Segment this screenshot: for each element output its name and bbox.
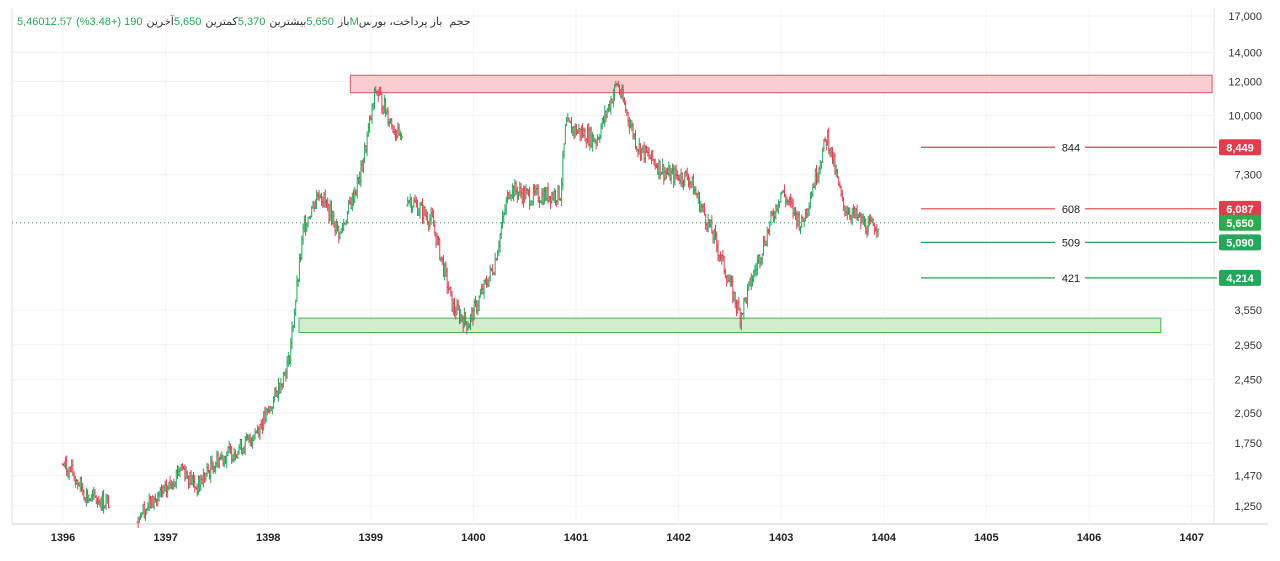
legend-value: 5,650 — [173, 16, 202, 28]
legend-value: 12.57M — [44, 16, 359, 28]
legend-label: حجم — [449, 16, 471, 28]
level-label: 509 — [1062, 237, 1080, 249]
support-zone — [298, 317, 1162, 333]
price-tag-label: 8,449 — [1226, 142, 1254, 154]
legend-bar: 5,460 باز5,650بیشترین5,370کمترین5,650آخری… — [17, 15, 471, 28]
x-tick-label: 1403 — [769, 532, 793, 544]
x-tick-label: 1404 — [872, 532, 897, 544]
last-price-tag — [1219, 214, 1261, 231]
last-price-tag-label: 5,650 — [1226, 218, 1254, 230]
x-tick-label: 1405 — [974, 532, 998, 544]
x-tick-label: 1396 — [51, 532, 75, 544]
y-tick-label: 1,750 — [1234, 438, 1262, 450]
y-tick-label: 2,450 — [1234, 375, 1262, 387]
level-label: 844 — [1062, 142, 1080, 154]
y-tick-label: 1,470 — [1234, 471, 1262, 483]
x-tick-label: 1398 — [256, 532, 280, 544]
x-tick-label: 1401 — [564, 532, 588, 544]
y-tick-label: 12,000 — [1228, 76, 1262, 88]
x-tick-label: 1402 — [666, 532, 690, 544]
y-tick-label: 17,000 — [1228, 11, 1262, 23]
price-tag — [1219, 200, 1261, 217]
x-tick-label: 1397 — [153, 532, 177, 544]
price-tag-label: 6,087 — [1226, 204, 1254, 216]
y-tick-label: 3,550 — [1234, 305, 1262, 317]
price-tag-label: 4,214 — [1226, 273, 1254, 285]
y-tick-label: 14,000 — [1228, 47, 1262, 59]
legend-value: 5,650 — [306, 16, 334, 28]
x-tick-label: 1407 — [1179, 532, 1203, 544]
y-tick-label: 2,050 — [1234, 408, 1262, 420]
legend-value: 5,370 — [237, 16, 266, 28]
legend-value: 190 (+3.48%) — [76, 16, 143, 28]
y-tick-label: 7,300 — [1234, 170, 1262, 182]
price-tag — [1219, 234, 1261, 251]
price-tag — [1219, 139, 1261, 156]
y-tick-label: 10,000 — [1228, 111, 1262, 123]
symbol-name: باز پرداخت، بورس — [358, 16, 443, 28]
resistance-zone — [349, 74, 1213, 94]
legend-label: بیشترین — [269, 16, 307, 28]
price-tag — [1219, 269, 1261, 286]
level-label: 608 — [1062, 204, 1080, 216]
x-tick-label: 1400 — [461, 532, 485, 544]
y-tick-label: 2,950 — [1234, 340, 1262, 352]
legend-value: 5,460 — [17, 16, 45, 28]
level-label: 421 — [1062, 273, 1080, 285]
price-tag-label: 5,090 — [1226, 237, 1254, 249]
legend-label: باز — [337, 16, 350, 28]
legend-label: کمترین — [205, 16, 238, 28]
y-tick-label: 1,250 — [1234, 501, 1262, 513]
x-tick-label: 1399 — [359, 532, 383, 544]
legend-label: آخرین — [146, 16, 174, 28]
x-tick-label: 1406 — [1077, 532, 1101, 544]
